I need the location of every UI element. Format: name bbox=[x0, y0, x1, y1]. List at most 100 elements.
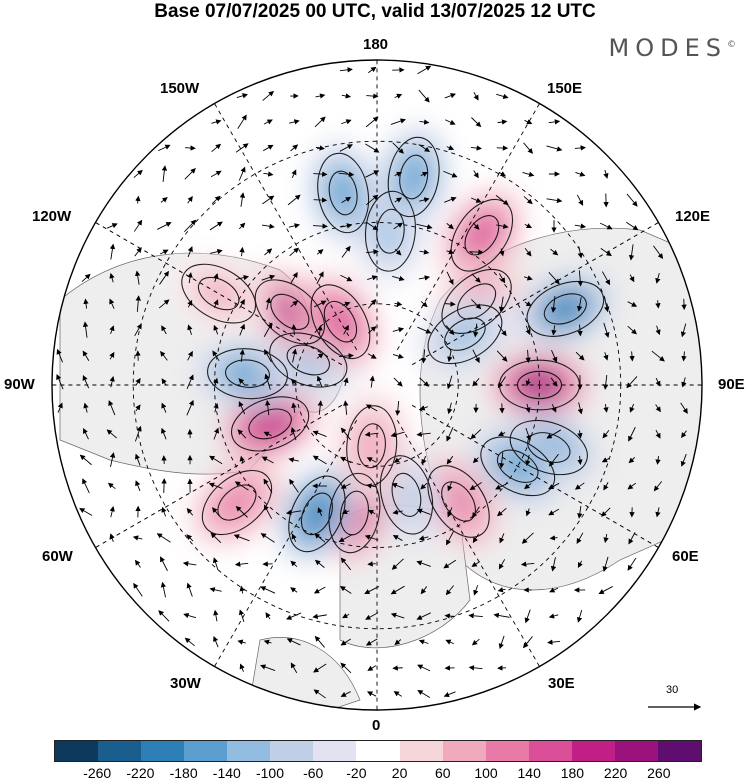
wind-arrow bbox=[525, 508, 531, 517]
wind-arrow bbox=[574, 482, 585, 490]
map-disk bbox=[52, 60, 702, 710]
wind-arrow bbox=[446, 455, 454, 465]
wind-arrow bbox=[343, 324, 349, 335]
wind-arrow bbox=[186, 534, 194, 542]
wind-arrow bbox=[365, 116, 379, 128]
wind-arrow bbox=[133, 219, 143, 232]
wind-arrow bbox=[393, 222, 404, 230]
wind-arrow bbox=[314, 116, 326, 128]
colorbar-swatch bbox=[614, 741, 658, 761]
wind-arrow bbox=[367, 298, 377, 309]
wind-arrow bbox=[390, 431, 405, 438]
wind-arrow bbox=[548, 482, 560, 490]
wind-arrow bbox=[187, 324, 193, 335]
wind-arrow bbox=[239, 455, 245, 464]
wind-arrow bbox=[367, 326, 377, 334]
wind-arrow bbox=[603, 404, 609, 413]
lon-label-90w: 90W bbox=[4, 376, 35, 393]
wind-arrow bbox=[628, 426, 636, 442]
wind-arrow bbox=[109, 533, 115, 543]
wind-arrow bbox=[366, 93, 379, 99]
colorbar-swatch bbox=[227, 741, 271, 761]
wind-arrow bbox=[79, 454, 92, 466]
colorbar-tick-label: 260 bbox=[647, 765, 671, 781]
wind-arrow bbox=[680, 323, 687, 338]
wind-arrow bbox=[394, 93, 403, 99]
contour-line bbox=[526, 280, 605, 337]
wind-arrow bbox=[576, 194, 584, 206]
wind-arrow bbox=[366, 457, 377, 463]
wind-arrow bbox=[367, 275, 378, 281]
wind-arrow bbox=[263, 478, 273, 494]
wind-arrow bbox=[263, 504, 273, 520]
wind-arrow bbox=[160, 581, 167, 598]
wind-arrow bbox=[602, 556, 609, 572]
wind-arrow bbox=[316, 249, 324, 255]
wind-arrow bbox=[419, 249, 430, 255]
wind-arrow bbox=[234, 561, 249, 567]
wind-arrow bbox=[159, 249, 169, 255]
wind-arrow bbox=[290, 300, 299, 308]
colorbar-swatch bbox=[55, 741, 99, 761]
colorbar-swatch bbox=[399, 741, 443, 761]
wind-arrow bbox=[109, 243, 116, 260]
contour-line bbox=[300, 492, 333, 536]
wind-arrow bbox=[109, 325, 115, 335]
wind-arrow bbox=[444, 119, 456, 125]
wind-arrow bbox=[681, 298, 687, 311]
wind-arrow bbox=[418, 535, 429, 541]
wind-arrow bbox=[340, 483, 351, 489]
wind-arrow bbox=[263, 119, 273, 125]
wind-arrow bbox=[365, 612, 379, 620]
wind-arrow bbox=[314, 635, 325, 648]
wind-arrow bbox=[161, 427, 167, 440]
wind-arrow bbox=[575, 351, 585, 361]
wind-arrow bbox=[391, 482, 404, 489]
wind-arrow bbox=[524, 483, 532, 490]
wind-arrow bbox=[548, 508, 560, 516]
lon-label-180: 180 bbox=[363, 36, 389, 53]
wind-arrow bbox=[316, 271, 324, 285]
wind-arrow bbox=[495, 195, 509, 206]
contour-line bbox=[543, 293, 587, 325]
wind-arrow bbox=[159, 270, 169, 285]
wind-arrow bbox=[263, 639, 272, 645]
wind-arrow bbox=[470, 145, 482, 151]
map-border bbox=[51, 59, 703, 711]
wind-arrow bbox=[548, 272, 560, 285]
wind-arrow bbox=[523, 196, 533, 205]
wind-arrow bbox=[291, 348, 298, 363]
wind-arrow bbox=[600, 222, 613, 230]
wind-arrow bbox=[134, 247, 142, 257]
brand-name: MODES bbox=[608, 34, 727, 62]
wind-arrow bbox=[262, 195, 275, 205]
wind-arrow bbox=[261, 274, 276, 281]
wind-arrow bbox=[312, 455, 327, 465]
wind-arrow bbox=[135, 404, 141, 412]
wind-arrow bbox=[446, 145, 455, 151]
contour-line bbox=[427, 304, 503, 365]
wind-arrow bbox=[238, 166, 246, 181]
wind-arrow bbox=[627, 557, 637, 571]
wind-arrow bbox=[655, 325, 661, 336]
wind-arrow bbox=[416, 223, 433, 230]
wind-arrow bbox=[133, 169, 143, 178]
wind-arrow bbox=[628, 457, 636, 464]
wind-arrow bbox=[369, 375, 375, 388]
contour-line bbox=[441, 268, 512, 334]
wind-arrow bbox=[628, 532, 636, 545]
wind-arrow bbox=[186, 507, 194, 516]
wind-arrow bbox=[495, 482, 509, 490]
wind-arrow bbox=[211, 195, 221, 204]
wind-arrow bbox=[444, 196, 457, 203]
contour-line bbox=[364, 190, 416, 272]
wind-arrow bbox=[525, 427, 532, 441]
wind-arrow bbox=[446, 427, 454, 442]
colorbar bbox=[54, 740, 702, 762]
wind-arrow bbox=[161, 506, 167, 517]
wind-arrow bbox=[161, 402, 167, 413]
wind-arrow bbox=[313, 197, 328, 203]
wind-arrow bbox=[421, 349, 427, 364]
wind-arrow bbox=[471, 197, 482, 203]
wind-arrow bbox=[343, 400, 349, 415]
